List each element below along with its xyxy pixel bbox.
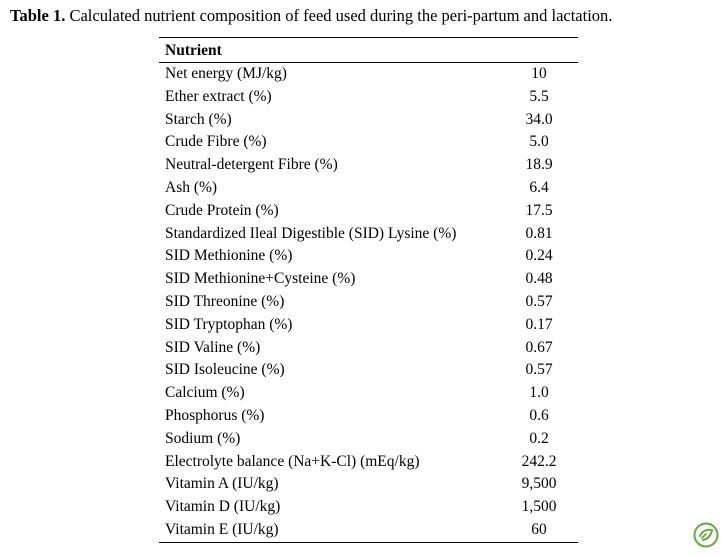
table-header-row: Nutrient: [159, 37, 578, 63]
caption-label: Table 1.: [10, 6, 66, 25]
nutrient-name: Starch (%): [165, 110, 232, 128]
table-row: Vitamin A (IU/kg) 9,500: [159, 473, 578, 496]
table-row: SID Valine (%) 0.67: [159, 337, 578, 360]
nutrient-value: 6.4: [529, 178, 549, 196]
table-row: Electrolyte balance (Na+K-Cl) (mEq/kg) 24…: [159, 451, 578, 474]
nutrient-value: 0.57: [525, 361, 553, 379]
table-body: Net energy (MJ/kg) 10 Ether extract (%) 5.5…: [159, 63, 578, 543]
nutrient-table-container: Nutrient Net energy (MJ/kg) 10 Ether extra…: [159, 37, 578, 543]
table-row: Sodium (%) 0.2: [159, 428, 578, 451]
nutrient-name: SID Isoleucine (%): [165, 361, 285, 379]
nutrient-name: Crude Fibre (%): [165, 133, 267, 151]
nutrient-value: 9,500: [521, 475, 557, 493]
nutrient-name: Vitamin A (IU/kg): [165, 475, 279, 493]
nutrient-value: 0.17: [525, 315, 553, 333]
nutrient-value: 34.0: [525, 110, 553, 128]
nutrient-value: 0.48: [525, 270, 553, 288]
table-row: SID Methionine (%) 0.24: [159, 245, 578, 268]
table-row: Calcium (%) 1.0: [159, 382, 578, 405]
nutrient-value: 0.6: [529, 406, 549, 424]
nutrient-name: Ether extract (%): [165, 87, 272, 105]
nutrient-value: 242.2: [521, 452, 557, 470]
nutrient-name: Vitamin D (IU/kg): [165, 498, 281, 516]
nutrient-name: Sodium (%): [165, 429, 241, 447]
table-row: SID Threonine (%) 0.57: [159, 291, 578, 314]
nutrient-name: Crude Protein (%): [165, 201, 279, 219]
table-row: Crude Fibre (%) 5.0: [159, 131, 578, 154]
nutrient-value: 0.81: [525, 224, 553, 242]
nutrient-name: SID Methionine (%): [165, 247, 293, 265]
nutrient-value: 1.0: [529, 384, 549, 402]
table-row: Vitamin D (IU/kg) 1,500: [159, 496, 578, 519]
nutrient-value: 1,500: [521, 498, 557, 516]
nutrient-name: SID Valine (%): [165, 338, 261, 356]
table-row: Neutral-detergent Fibre (%) 18.9: [159, 154, 578, 177]
table-row: Phosphorus (%) 0.6: [159, 405, 578, 428]
table-row: Net energy (MJ/kg) 10: [159, 63, 578, 86]
nutrient-name: Vitamin E (IU/kg): [165, 520, 279, 538]
nutrient-value: 5.5: [529, 87, 549, 105]
nutrient-value: 0.57: [525, 292, 553, 310]
nutrient-name: Calcium (%): [165, 384, 245, 402]
nutrient-name: Net energy (MJ/kg): [165, 65, 287, 82]
nutrient-name: SID Tryptophan (%): [165, 315, 293, 333]
nutrient-name: Electrolyte balance (Na+K-Cl) (mEq/kg): [165, 452, 420, 470]
column-header-value: [500, 38, 578, 63]
nutrient-name: Phosphorus (%): [165, 406, 265, 424]
nutrient-name: SID Threonine (%): [165, 292, 285, 310]
table-row: SID Tryptophan (%) 0.17: [159, 314, 578, 337]
table-caption: Table 1. Calculated nutrient composition…: [10, 6, 612, 26]
nutrient-table: Nutrient Net energy (MJ/kg) 10 Ether extra…: [159, 37, 578, 543]
nutrient-name: SID Methionine+Cysteine (%): [165, 270, 356, 288]
nutrient-name: Ash (%): [165, 178, 218, 196]
table-row: Starch (%) 34.0: [159, 109, 578, 132]
table-row: Ether extract (%) 5.5: [159, 86, 578, 109]
nutrient-value: 18.9: [525, 156, 553, 174]
table-row: Standardized Ileal Digestible (SID) Lysi…: [159, 223, 578, 246]
nutrient-value: 17.5: [525, 201, 553, 219]
table-row: SID Methionine+Cysteine (%) 0.48: [159, 268, 578, 291]
nutrient-name: Neutral-detergent Fibre (%): [165, 156, 338, 174]
nutrient-value: 5.0: [529, 133, 549, 151]
nutrient-value: 10: [531, 65, 547, 82]
check-leaf-icon[interactable]: [693, 522, 719, 548]
column-header-nutrient: Nutrient: [165, 42, 222, 59]
nutrient-name: Standardized Ileal Digestible (SID) Lysi…: [165, 224, 457, 242]
table-row: Crude Protein (%) 17.5: [159, 200, 578, 223]
nutrient-value: 0.2: [529, 429, 549, 447]
caption-text: Calculated nutrient composition of feed …: [65, 6, 613, 25]
table-row: Ash (%) 6.4: [159, 177, 578, 200]
nutrient-value: 0.67: [525, 338, 553, 356]
table-row: SID Isoleucine (%) 0.57: [159, 359, 578, 382]
table-row: Vitamin E (IU/kg) 60: [159, 519, 578, 543]
nutrient-value: 0.24: [525, 247, 553, 265]
nutrient-value: 60: [531, 520, 547, 538]
